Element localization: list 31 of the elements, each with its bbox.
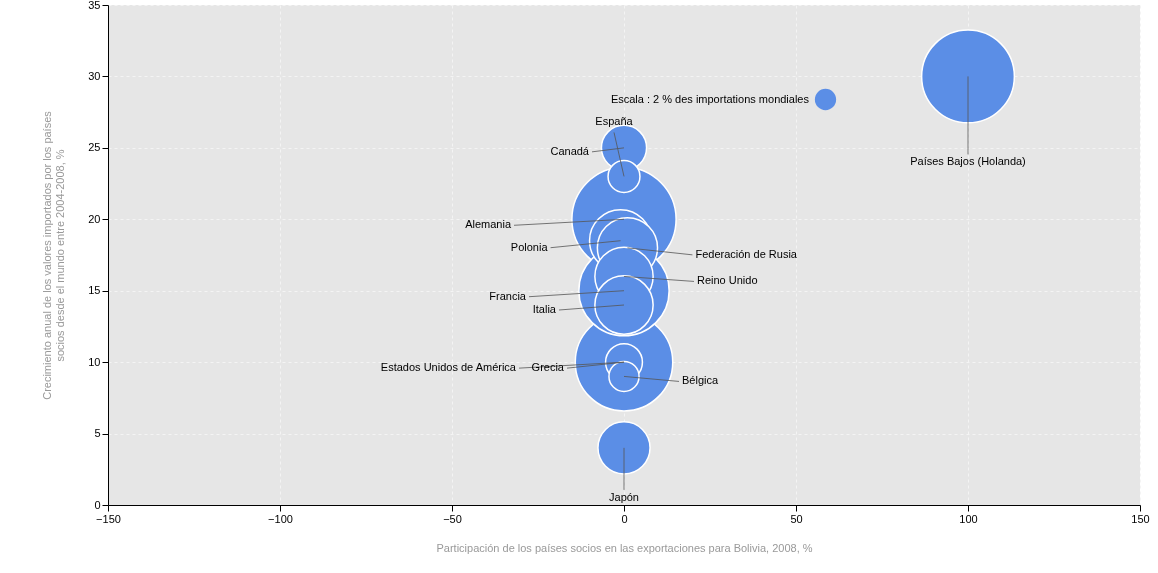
annotation: Bélgica — [682, 374, 719, 387]
annotation: Italia — [532, 303, 557, 315]
x-tick-label: −100 — [268, 512, 293, 525]
x-tick-label: 150 — [1131, 512, 1150, 525]
x-axis-title: Participación de los países socios en las exportaciones para Bolivia, 2008, % — [436, 541, 813, 554]
annotation: Canadá — [550, 144, 590, 157]
x-tick-label: −150 — [96, 512, 121, 525]
annotation: Polonia — [510, 240, 549, 253]
annotation: Reino Unido — [697, 274, 758, 287]
annotation: Grecia — [531, 361, 565, 374]
x-tick-label: 100 — [959, 512, 978, 525]
annotation: Francia — [489, 289, 527, 302]
y-tick-label: 5 — [94, 427, 101, 440]
legend-label: Escala : 2 % des importations mondiales — [610, 92, 810, 105]
annotation: España — [595, 115, 634, 128]
x-tick-label: 0 — [621, 512, 628, 525]
y-tick-label: 35 — [88, 0, 101, 11]
annotation: Federación de Rusia — [695, 247, 798, 260]
x-tick-label: −50 — [443, 512, 462, 525]
annotation: Estados Unidos de América — [380, 361, 517, 374]
y-tick-label: 25 — [88, 141, 101, 154]
y-tick-label: 15 — [88, 284, 101, 297]
annotation: Alemania — [465, 218, 512, 231]
y-tick-label: 0 — [94, 498, 101, 511]
annotation: Japón — [609, 490, 639, 503]
y-tick-label: 30 — [88, 69, 101, 82]
y-tick-label: 20 — [88, 212, 101, 225]
annotation: Países Bajos (Holanda) — [910, 155, 1026, 168]
y-axis-title: Crecimiento anual de los valores importados por los países socios desde el mundo entre 2004-2008, % — [41, 110, 67, 400]
x-tick-label: 50 — [790, 512, 803, 525]
y-tick-label: 10 — [88, 355, 101, 368]
